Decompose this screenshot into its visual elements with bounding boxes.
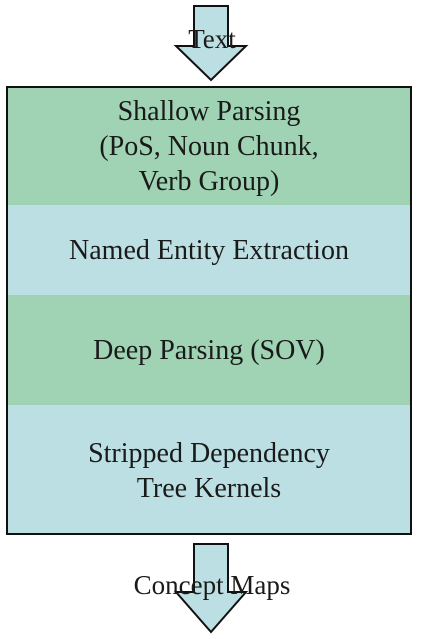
output-arrow <box>173 543 249 634</box>
output-label: Concept Maps <box>133 570 291 600</box>
stage-named-entity-extraction: Named Entity Extraction <box>8 205 410 295</box>
input-arrow <box>173 5 249 82</box>
stage-line: Deep Parsing (SOV) <box>93 334 325 366</box>
stage-deep-parsing: Deep Parsing (SOV) <box>8 295 410 405</box>
stage-line: Named Entity Extraction <box>69 234 349 266</box>
stage-shallow-parsing: Shallow Parsing (PoS, Noun Chunk, Verb G… <box>8 88 410 205</box>
stage-dependency-tree-kernels: Stripped Dependency Tree Kernels <box>8 405 410 533</box>
stage-line: Verb Group) <box>138 166 280 197</box>
stage-line: Tree Kernels <box>136 473 282 504</box>
stage-line: Shallow Parsing <box>117 96 301 127</box>
stage-line: (PoS, Noun Chunk, <box>99 131 319 162</box>
pipeline-stack: Shallow Parsing (PoS, Noun Chunk, Verb G… <box>6 86 412 535</box>
input-label: Text <box>188 24 236 54</box>
stage-line: Stripped Dependency <box>88 438 330 469</box>
